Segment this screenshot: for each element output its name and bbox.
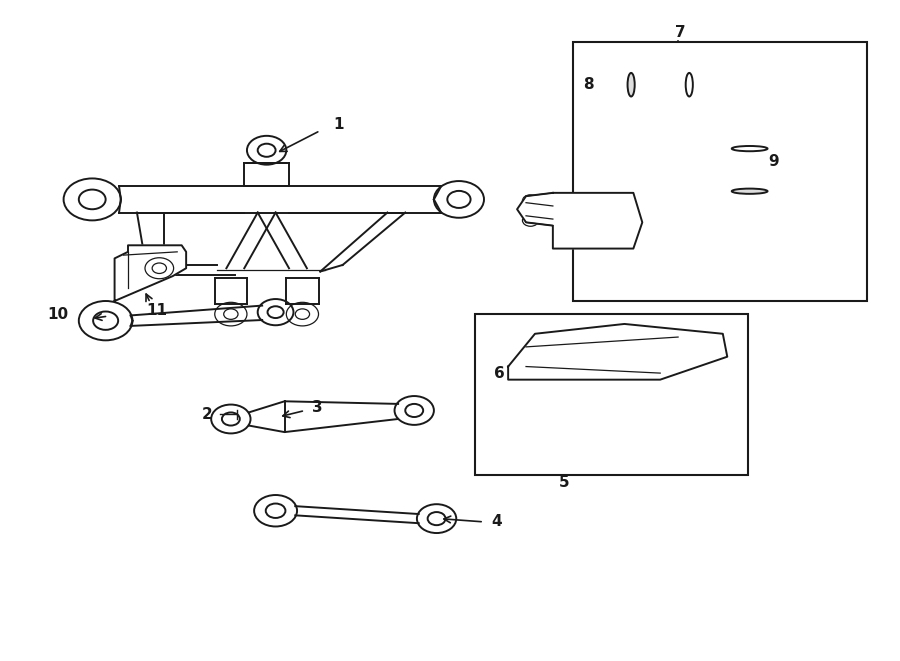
Bar xyxy=(573,42,867,301)
Bar xyxy=(631,73,689,97)
Polygon shape xyxy=(508,324,727,379)
Text: 8: 8 xyxy=(583,77,594,92)
Bar xyxy=(732,149,768,191)
Bar xyxy=(475,314,748,475)
Ellipse shape xyxy=(732,188,768,194)
Text: 4: 4 xyxy=(491,514,502,529)
Text: 10: 10 xyxy=(48,307,68,322)
Ellipse shape xyxy=(627,73,634,97)
Polygon shape xyxy=(114,245,186,301)
Text: 5: 5 xyxy=(559,475,570,490)
Text: 11: 11 xyxy=(146,303,167,319)
Ellipse shape xyxy=(732,146,768,151)
Text: 3: 3 xyxy=(312,401,323,415)
Ellipse shape xyxy=(686,73,693,97)
Text: 2: 2 xyxy=(202,407,212,422)
Polygon shape xyxy=(518,193,643,249)
Text: 9: 9 xyxy=(769,154,779,169)
Text: 7: 7 xyxy=(676,24,686,40)
Text: 1: 1 xyxy=(333,116,344,132)
Text: 6: 6 xyxy=(494,366,505,381)
